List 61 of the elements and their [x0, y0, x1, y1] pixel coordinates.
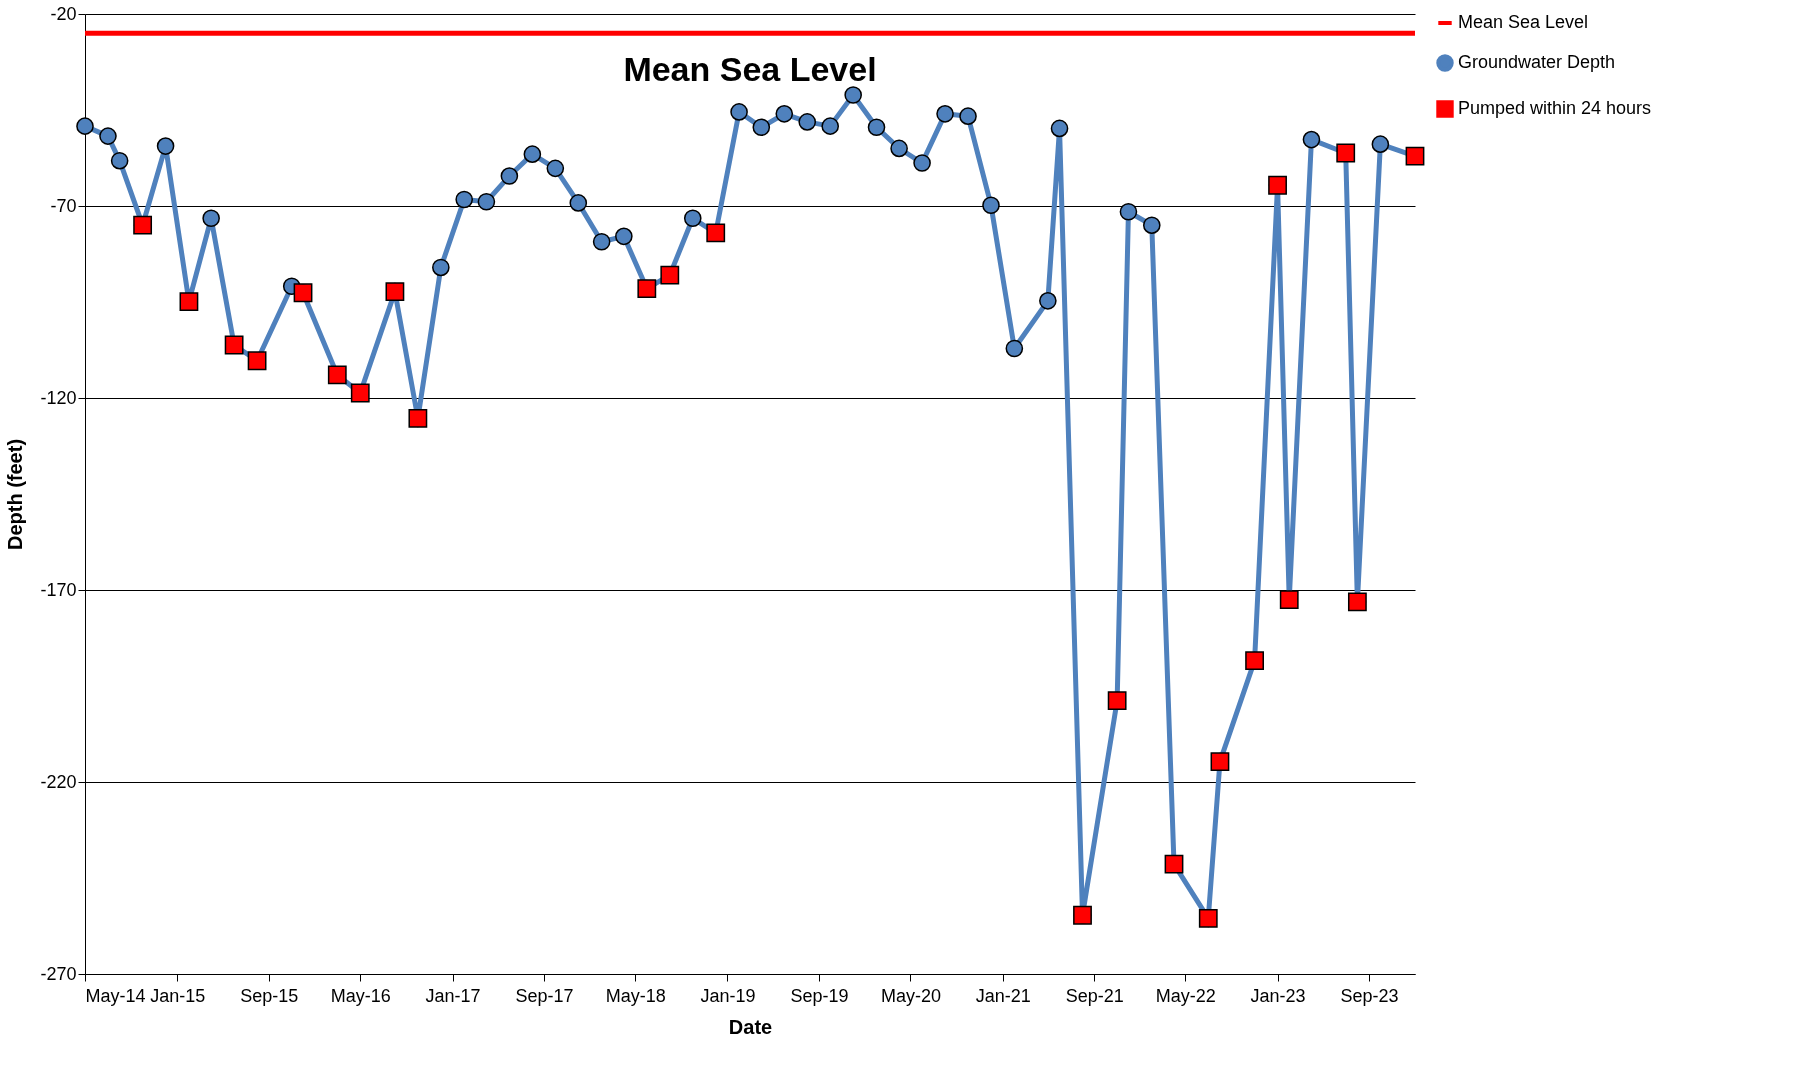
x-axis-title: Date — [728, 1015, 773, 1038]
point — [1142, 216, 1161, 234]
point — [523, 145, 542, 163]
point — [500, 167, 519, 185]
point — [730, 103, 748, 121]
x-tick-label: May-18 — [605, 985, 666, 1006]
y-tick-label: -220 — [40, 771, 77, 792]
point — [156, 137, 175, 155]
point — [867, 118, 886, 137]
x-tick-label: Sep-23 — [1340, 985, 1399, 1006]
point — [455, 190, 474, 209]
x-tick-label: Jan-23 — [1250, 985, 1306, 1006]
point — [76, 117, 94, 135]
ref-line-label: Mean Sea Level — [623, 50, 877, 89]
point — [615, 227, 633, 246]
point — [936, 105, 954, 123]
point — [546, 159, 565, 178]
point — [1039, 292, 1057, 310]
point — [775, 105, 794, 123]
point — [1119, 202, 1138, 221]
x-tick-label: May-20 — [880, 985, 941, 1006]
y-tick-label: -120 — [40, 387, 77, 408]
x-tick-label: Sep-15 — [240, 985, 299, 1006]
legend-label: Groundwater Depth — [1458, 52, 1616, 72]
point — [1005, 339, 1024, 358]
point — [569, 194, 588, 212]
y-tick-label: -70 — [50, 195, 77, 216]
x-tick-label: May-22 — [1155, 985, 1216, 1006]
point — [798, 113, 817, 131]
x-tick-label: May-14 — [85, 985, 146, 1006]
point — [99, 127, 117, 145]
x-tick-label: Sep-19 — [790, 985, 849, 1006]
x-tick-label: Jan-17 — [425, 985, 481, 1006]
x-tick-label: Jan-21 — [975, 985, 1031, 1006]
legend-label: Pumped within 24 hours — [1458, 98, 1652, 118]
x-tick-label: May-16 — [330, 985, 391, 1006]
point — [821, 117, 840, 135]
point — [1302, 130, 1321, 149]
x-tick-label: Sep-17 — [515, 985, 574, 1006]
point — [1371, 135, 1390, 153]
point — [844, 86, 862, 104]
point — [683, 209, 702, 228]
point — [592, 232, 611, 251]
point — [477, 192, 496, 211]
y-tick-label: -270 — [40, 963, 77, 984]
y-tick-label: -20 — [50, 3, 77, 24]
point — [110, 151, 129, 170]
point — [890, 139, 908, 158]
point — [432, 258, 450, 277]
point — [913, 154, 931, 172]
x-tick-label: Jan-19 — [700, 985, 756, 1006]
text: Mean Sea Level — [1458, 12, 1589, 32]
y-tick-label: -170 — [40, 579, 77, 600]
y-axis-title: Depth (feet) — [4, 438, 27, 551]
point — [202, 209, 220, 228]
point — [752, 118, 771, 137]
x-tick-label: Sep-21 — [1065, 985, 1124, 1006]
x-tick-label: Jan-15 — [150, 985, 206, 1006]
point — [959, 107, 977, 125]
point — [982, 196, 1000, 215]
point — [1050, 119, 1069, 138]
